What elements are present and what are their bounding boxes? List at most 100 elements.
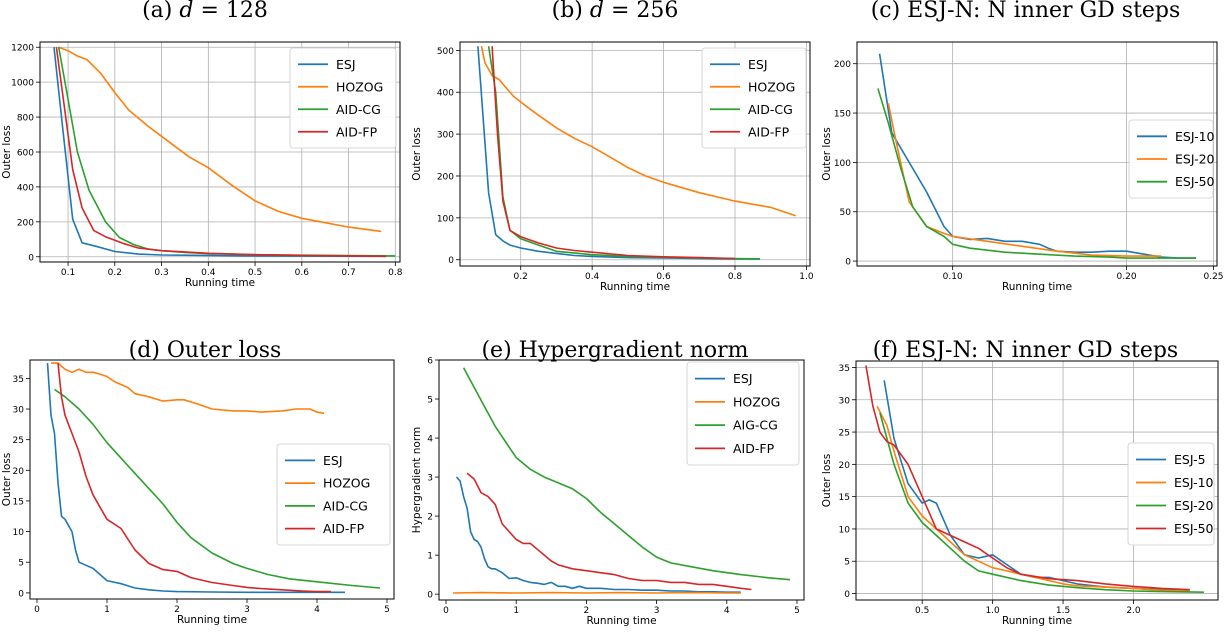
panel-f: (f) ESJ-N: N inner GD steps 0.5 1.0 1.5 2.0… — [820, 320, 1231, 640]
series-line-hozog — [51, 362, 325, 415]
legend-label: ESJ-20 — [1174, 498, 1214, 513]
x-axis-label: Running time — [1002, 615, 1072, 627]
x-tick-label: 2 — [584, 606, 590, 616]
series-line-esj-20 — [879, 412, 1204, 593]
y-tick-label: 5 — [427, 396, 433, 406]
y-axis-label: Outer loss — [1, 125, 13, 178]
legend-label: AID-FP — [733, 441, 775, 456]
chart-title: (f) ESJ-N: N inner GD steps — [872, 338, 1179, 363]
x-tick-label: 0.20 — [1117, 272, 1137, 282]
x-tick-label: 0.10 — [943, 272, 963, 282]
y-axis-label: Outer loss — [821, 127, 833, 180]
series-line-esj-50 — [865, 365, 1190, 591]
y-tick-label: 25 — [13, 436, 24, 446]
y-axis-label: Outer loss — [1, 453, 13, 506]
y-tick-label: 0 — [448, 256, 454, 266]
panel-a: (a) d = 128 0.1 0.2 0.3 0.4 0.5 0.6 0.7 0.8 0 200… — [0, 0, 410, 320]
chart-title: (e) Hypergradient norm — [481, 338, 749, 363]
series-line-aid-cg — [54, 388, 381, 589]
legend-label: AID-FP — [323, 521, 365, 536]
series-line-aid-fp — [491, 46, 736, 260]
series-line-aid-fp — [466, 472, 752, 591]
y-tick-label: 400 — [437, 89, 454, 99]
plot-frame — [438, 359, 805, 601]
x-axis-label: Running time — [185, 277, 255, 289]
series-line-esj-10 — [876, 405, 1190, 592]
chart-c: 0.10 0.20 0.25 0 50 100 150 200 Running time Oute… — [821, 41, 1224, 293]
y-tick-label: 200 — [437, 172, 454, 182]
y-tick-label: 20 — [839, 461, 851, 471]
x-tick-label: 0.7 — [341, 268, 355, 278]
x-tick-label: 1 — [513, 606, 519, 616]
chart-b: 0.2 0.4 0.6 0.8 1.0 0 100 200 300 400 500 Running t… — [411, 41, 814, 293]
y-tick-label: 1000 — [11, 79, 34, 89]
x-tick-label: 1.0 — [985, 606, 1000, 616]
y-tick-label: 30 — [839, 396, 851, 406]
series-line-esj-10 — [878, 53, 1197, 259]
series-line-hozog — [58, 46, 382, 233]
legend-label: HOZOG — [336, 79, 383, 94]
y-tick-label: 200 — [834, 60, 851, 70]
x-tick-label: 0.8 — [388, 268, 403, 278]
legend-label: HOZOG — [733, 394, 780, 409]
x-tick-label: 4 — [314, 605, 320, 615]
y-tick-label: 600 — [17, 149, 34, 159]
y-tick-label: 6 — [427, 357, 433, 367]
y-axis-label: Outer loss — [821, 454, 833, 507]
x-tick-label: 1.0 — [799, 272, 814, 282]
y-axis-label: Outer loss — [411, 127, 423, 180]
y-tick-label: 5 — [844, 558, 850, 568]
legend-label: AID-CG — [748, 102, 793, 117]
legend-label: HOZOG — [323, 476, 370, 491]
y-tick-label: 4 — [427, 435, 433, 445]
x-tick-label: 0.6 — [656, 272, 671, 282]
series-line-aid-fp — [57, 363, 331, 593]
x-tick-label: 3 — [654, 606, 660, 616]
series-line-aid-fp — [55, 47, 387, 257]
x-tick-label: 2.0 — [1126, 606, 1141, 616]
x-tick-label: 0.2 — [514, 272, 528, 282]
legend-box — [1128, 119, 1214, 199]
x-tick-label: 0.2 — [108, 268, 122, 278]
legend-label: ESJ-50 — [1174, 521, 1214, 536]
chart-title: (a) d = 128 — [142, 0, 268, 23]
x-tick-label: 0.8 — [728, 272, 743, 282]
legend-label: ESJ — [336, 57, 356, 72]
x-tick-label: 0.1 — [61, 268, 75, 278]
legend-box — [289, 47, 397, 149]
y-tick-label: 0 — [845, 258, 851, 268]
x-tick-label: 0.4 — [585, 272, 600, 282]
y-tick-label: 35 — [839, 364, 850, 374]
y-tick-label: 25 — [839, 429, 850, 439]
x-tick-label: 0.5 — [915, 606, 929, 616]
y-tick-label: 1200 — [11, 44, 34, 54]
legend-label: ESJ — [323, 453, 343, 468]
x-tick-label: 0.6 — [295, 268, 310, 278]
y-tick-label: 2 — [427, 513, 433, 523]
x-tick-label: 0.4 — [201, 268, 216, 278]
y-tick-label: 50 — [840, 208, 852, 218]
series-line-esj — [46, 363, 345, 594]
panel-c: (c) ESJ-N: N inner GD steps 0.10 0.20 0.25… — [820, 0, 1231, 320]
panel-b: (b) d = 256 0.2 0.4 0.6 0.8 1.0 0 100 200 300 400… — [410, 0, 820, 320]
x-tick-label: 1 — [104, 605, 110, 615]
y-tick-label: 5 — [18, 559, 24, 569]
y-tick-label: 100 — [437, 214, 454, 224]
chart-e: 0 1 2 3 4 5 0 1 2 3 4 5 6 Running time Hypergradient n… — [411, 357, 805, 627]
series-line-hozog — [480, 46, 796, 217]
y-tick-label: 0 — [28, 253, 34, 263]
panel-d: (d) Outer loss 0 1 2 3 4 5 0 5 10 15 20 25 30 35 Runni… — [0, 320, 410, 640]
y-tick-label: 1 — [427, 552, 433, 562]
x-tick-label: 5 — [794, 606, 800, 616]
y-tick-label: 0 — [844, 590, 850, 600]
legend-label: AID-FP — [748, 124, 790, 139]
y-tick-label: 10 — [13, 528, 25, 538]
plot-frame — [855, 360, 1219, 601]
legend-label: ESJ-10 — [1175, 129, 1215, 144]
y-tick-label: 0 — [427, 591, 433, 601]
series-line-aig-cg — [462, 367, 791, 581]
y-tick-label: 15 — [13, 497, 24, 507]
chart-title: (c) ESJ-N: N inner GD steps — [870, 0, 1181, 23]
x-tick-label: 4 — [724, 606, 730, 616]
legend-box — [276, 443, 391, 546]
